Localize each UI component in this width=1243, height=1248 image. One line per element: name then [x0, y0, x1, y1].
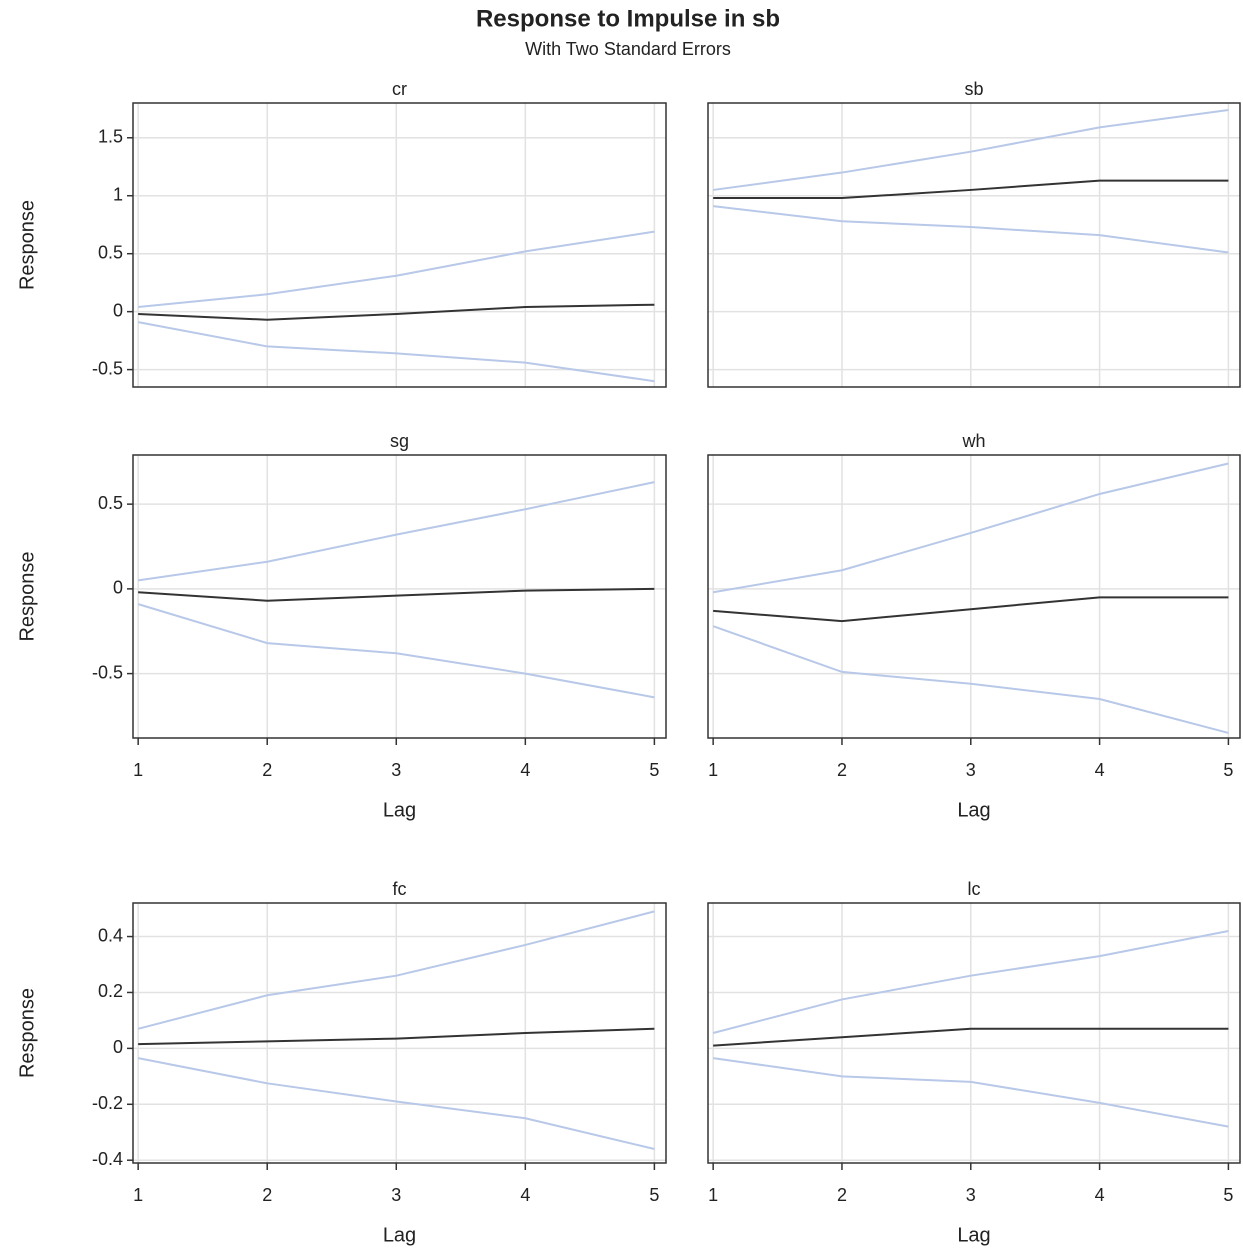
x-tick-label: 1: [708, 1185, 718, 1205]
plot-frame: [132, 454, 667, 739]
series-line: [713, 596, 1229, 623]
series-line: [713, 179, 1229, 200]
y-axis-label: Response: [16, 988, 38, 1078]
series-line: [713, 205, 1229, 254]
series-line: [137, 321, 655, 383]
y-axis-label: Response: [16, 200, 38, 290]
y-tick-label: 0: [113, 578, 123, 598]
series-line: [137, 910, 655, 1030]
y-tick-label: 0.2: [98, 981, 123, 1001]
series-line: [138, 1027, 655, 1046]
series-line: [137, 603, 655, 699]
x-axis-label: Lag: [957, 799, 990, 821]
plot-frame: [132, 102, 667, 388]
x-tick-label: 4: [1095, 760, 1105, 780]
panel-title: cr: [392, 79, 407, 99]
x-tick-label: 1: [133, 1185, 143, 1205]
series-line: [137, 1057, 655, 1150]
series-line: [138, 481, 655, 582]
x-tick-label: 2: [262, 1185, 272, 1205]
x-axis-label: Lag: [957, 1224, 990, 1246]
series-line: [138, 587, 655, 602]
x-tick-label: 3: [966, 1185, 976, 1205]
panel-title: sg: [390, 431, 409, 451]
panel-title: sb: [964, 79, 983, 99]
x-tick-label: 5: [1223, 760, 1233, 780]
series-line: [713, 108, 1229, 191]
y-tick-label: 0.5: [98, 493, 123, 513]
x-tick-label: 2: [837, 1185, 847, 1205]
y-tick-label: -0.5: [92, 662, 123, 682]
y-tick-label: 1: [113, 184, 123, 204]
plot-frame: [132, 902, 667, 1164]
y-tick-label: 0.5: [98, 242, 123, 262]
x-axis-label: Lag: [383, 799, 416, 821]
y-tick-label: 0: [113, 300, 123, 320]
plot-frame: [707, 902, 1241, 1164]
x-tick-label: 1: [708, 760, 718, 780]
panel-title: fc: [392, 879, 406, 899]
y-tick-label: -0.5: [92, 358, 123, 378]
y-tick-label: -0.2: [92, 1093, 123, 1113]
y-axis-label: Response: [16, 551, 38, 641]
x-tick-label: 5: [1223, 1185, 1233, 1205]
x-tick-label: 3: [391, 760, 401, 780]
y-tick-label: 1.5: [98, 127, 123, 147]
series-line: [712, 625, 1229, 734]
series-line: [713, 1057, 1229, 1128]
panel-title: wh: [961, 431, 985, 451]
plot-frame: [707, 454, 1241, 739]
chart-title: Response to Impulse in sb: [476, 5, 780, 32]
x-tick-label: 4: [520, 760, 530, 780]
x-tick-label: 3: [391, 1185, 401, 1205]
x-axis-label: Lag: [383, 1224, 416, 1246]
x-tick-label: 5: [649, 1185, 659, 1205]
x-tick-label: 3: [966, 760, 976, 780]
series-line: [138, 303, 655, 321]
series-line: [712, 929, 1229, 1034]
y-tick-label: 0: [113, 1037, 123, 1057]
series-line: [713, 1027, 1229, 1047]
x-tick-label: 2: [837, 760, 847, 780]
x-tick-label: 4: [520, 1185, 530, 1205]
y-tick-label: -0.4: [92, 1149, 123, 1169]
chart-subtitle: With Two Standard Errors: [525, 39, 731, 59]
x-tick-label: 4: [1095, 1185, 1105, 1205]
series-line: [138, 230, 655, 309]
x-tick-label: 5: [649, 760, 659, 780]
x-tick-label: 2: [262, 760, 272, 780]
series-line: [712, 462, 1229, 594]
plot-frame: [707, 102, 1241, 388]
panel-title: lc: [968, 879, 981, 899]
x-tick-label: 1: [133, 760, 143, 780]
y-tick-label: 0.4: [98, 925, 123, 945]
